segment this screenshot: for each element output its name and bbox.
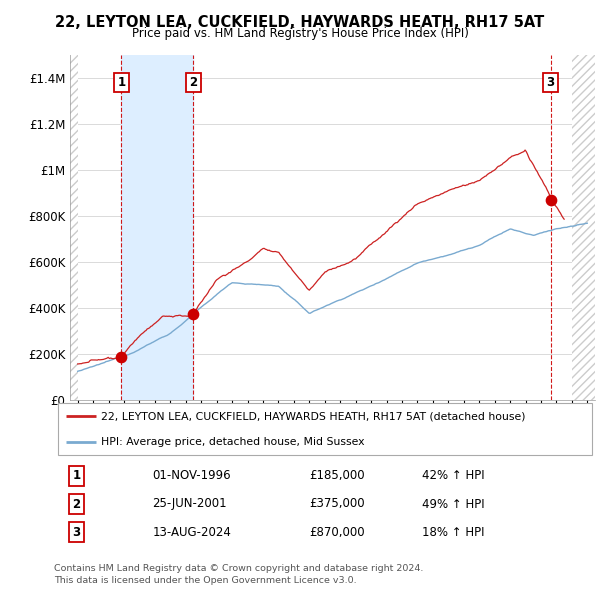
Text: £870,000: £870,000: [309, 526, 364, 539]
Text: 3: 3: [73, 526, 80, 539]
Text: Contains HM Land Registry data © Crown copyright and database right 2024.
This d: Contains HM Land Registry data © Crown c…: [54, 564, 424, 585]
Text: 1: 1: [73, 469, 80, 483]
Text: HPI: Average price, detached house, Mid Sussex: HPI: Average price, detached house, Mid …: [101, 437, 364, 447]
Text: 22, LEYTON LEA, CUCKFIELD, HAYWARDS HEATH, RH17 5AT: 22, LEYTON LEA, CUCKFIELD, HAYWARDS HEAT…: [55, 15, 545, 30]
Text: 3: 3: [547, 76, 554, 89]
Point: [188, 309, 198, 319]
Text: 22, LEYTON LEA, CUCKFIELD, HAYWARDS HEATH, RH17 5AT (detached house): 22, LEYTON LEA, CUCKFIELD, HAYWARDS HEAT…: [101, 411, 526, 421]
Point: [116, 353, 126, 362]
FancyBboxPatch shape: [58, 403, 592, 455]
Text: 1: 1: [118, 76, 125, 89]
Point: [546, 195, 556, 205]
Text: 49% ↑ HPI: 49% ↑ HPI: [422, 497, 485, 510]
Bar: [70, 55, 78, 400]
Text: 18% ↑ HPI: 18% ↑ HPI: [422, 526, 485, 539]
Text: 2: 2: [189, 76, 197, 89]
Text: 01-NOV-1996: 01-NOV-1996: [152, 469, 231, 483]
Text: Price paid vs. HM Land Registry's House Price Index (HPI): Price paid vs. HM Land Registry's House …: [131, 27, 469, 40]
Bar: [572, 55, 600, 400]
Text: 2: 2: [73, 497, 80, 510]
Text: 42% ↑ HPI: 42% ↑ HPI: [422, 469, 485, 483]
Text: 13-AUG-2024: 13-AUG-2024: [152, 526, 231, 539]
Text: 25-JUN-2001: 25-JUN-2001: [152, 497, 227, 510]
Text: £375,000: £375,000: [309, 497, 364, 510]
Bar: [121, 55, 193, 400]
Text: £185,000: £185,000: [309, 469, 364, 483]
